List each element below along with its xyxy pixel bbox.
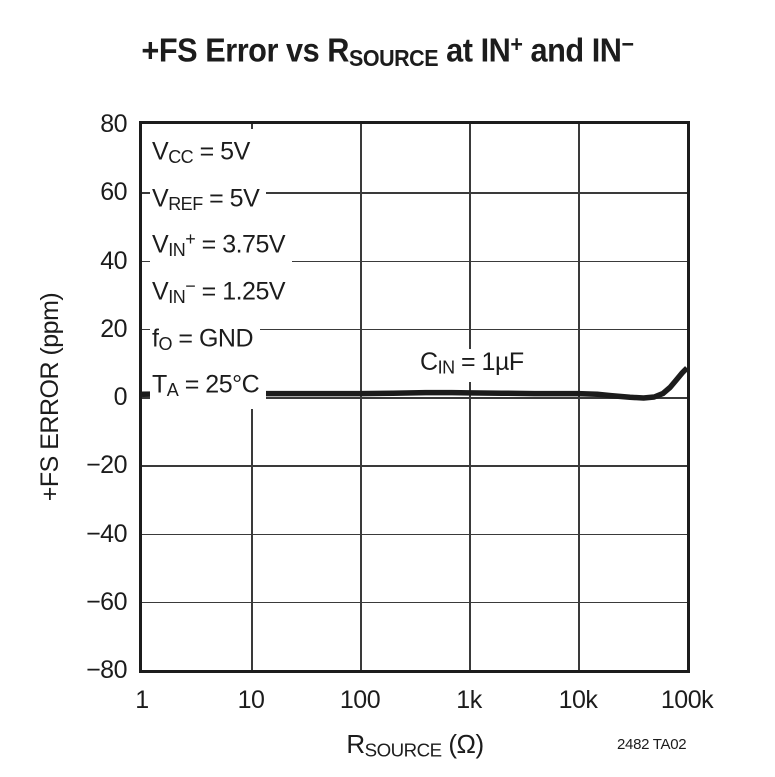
gridline-h bbox=[142, 397, 687, 399]
gridline-v bbox=[469, 124, 471, 670]
x-tick-label: 1k bbox=[456, 686, 482, 714]
y-tick-label: −40 bbox=[86, 519, 127, 548]
y-tick-label: 40 bbox=[100, 246, 127, 275]
x-tick-label: 100 bbox=[339, 686, 381, 714]
title-text: +FS Error vs R bbox=[141, 31, 349, 69]
x-axis-title: RSOURCE (Ω) bbox=[346, 729, 484, 761]
title-superscript-plus: + bbox=[510, 31, 523, 57]
y-tick-label: 60 bbox=[100, 178, 127, 206]
y-tick-label: 80 bbox=[100, 110, 127, 138]
title-subscript-source: SOURCE bbox=[348, 44, 439, 71]
gridline-h bbox=[142, 465, 687, 467]
condition-vref: VREF = 5V bbox=[150, 175, 267, 223]
y-tick-label: −20 bbox=[86, 451, 127, 480]
gridline-h bbox=[142, 192, 687, 194]
x-tick-label: 10k bbox=[558, 686, 598, 714]
y-tick-label: −60 bbox=[86, 587, 127, 616]
condition-vin-minus: VIN− = 1.25V bbox=[150, 268, 293, 316]
y-tick-label: 20 bbox=[100, 314, 127, 343]
x-tick-label: 10 bbox=[237, 686, 265, 714]
y-tick-label: −80 bbox=[86, 656, 127, 684]
gridline-v bbox=[360, 124, 362, 670]
x-tick-label: 100k bbox=[660, 686, 714, 714]
gridline-h bbox=[142, 260, 687, 262]
gridline-v bbox=[578, 124, 580, 670]
test-conditions: VCC = 5V VREF = 5V VIN+ = 3.75V VIN− = 1… bbox=[150, 129, 293, 409]
condition-vin-plus: VIN+ = 3.75V bbox=[150, 222, 293, 269]
gridline-h bbox=[142, 533, 687, 535]
x-axis-subscript-source: SOURCE bbox=[364, 739, 443, 761]
condition-fo: fO = GND bbox=[150, 315, 261, 363]
curve-label-cin: CIN = 1µF bbox=[414, 349, 530, 382]
gridline-h bbox=[142, 601, 687, 604]
y-tick-label: 0 bbox=[113, 383, 128, 411]
gridline-h bbox=[142, 328, 687, 331]
condition-ta: TA = 25°C bbox=[150, 362, 267, 409]
x-tick-label: 1 bbox=[135, 686, 149, 714]
chart-title: +FS Error vs RSOURCE at IN+ and IN− bbox=[141, 31, 634, 71]
figure-number: 2482 TA02 bbox=[617, 736, 687, 753]
title-superscript-minus: − bbox=[621, 31, 634, 57]
condition-vcc: VCC = 5V bbox=[150, 129, 257, 176]
